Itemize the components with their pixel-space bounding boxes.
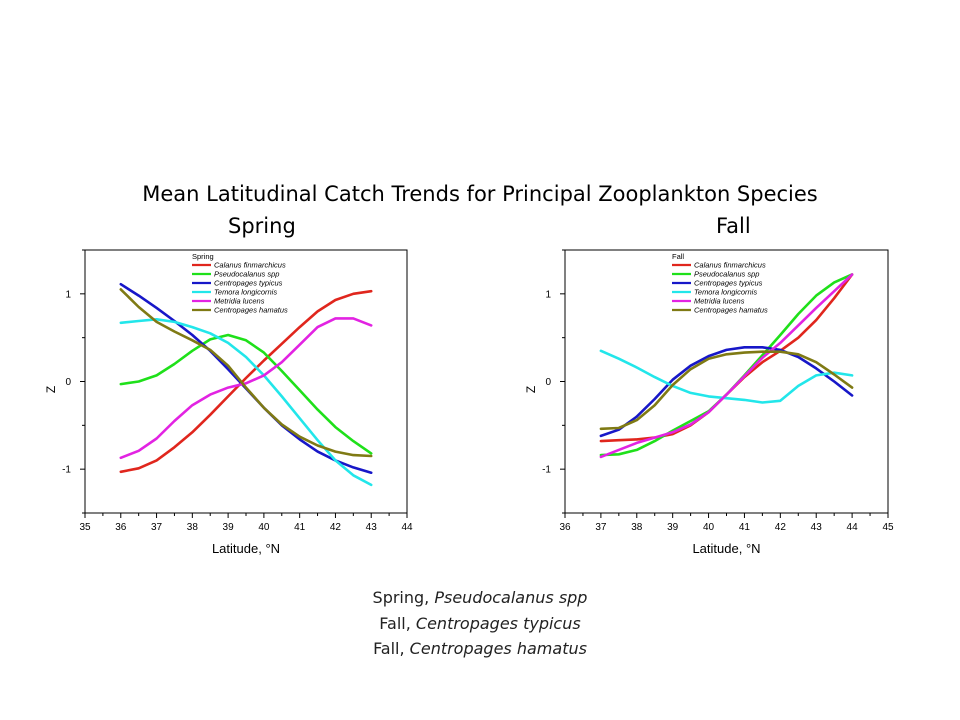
spring-series-line [119, 288, 373, 458]
spring-xtick-label: 44 [401, 522, 413, 533]
spring-ytick-label: 0 [65, 377, 71, 388]
caption-3-prefix: Fall, [373, 639, 410, 658]
spring-legend-label: Centropages hamatus [214, 306, 288, 315]
spring-series-line [119, 333, 373, 455]
fall-legend-label: Centropages typicus [694, 279, 763, 288]
spring-xtick-label: 40 [258, 522, 270, 533]
spring-xtick-label: 35 [79, 522, 91, 533]
fall-series-line [599, 350, 854, 431]
spring-ylabel: Z [44, 386, 58, 393]
fall-legend-label: Pseudocalanus spp [694, 270, 759, 279]
caption-2: Fall, Centropages typicus [0, 614, 960, 633]
spring-xtick-label: 43 [366, 522, 378, 533]
spring-legend-label: Pseudocalanus spp [214, 270, 279, 279]
fall-xtick-label: 42 [775, 522, 787, 533]
spring-legend-label: Temora longicornis [214, 288, 277, 297]
fall-legend-label: Calanus finmarchicus [694, 261, 766, 270]
spring-series-line [119, 317, 373, 487]
fall-xtick-label: 44 [847, 522, 859, 533]
caption-3-species: Centropages hamatus [409, 639, 587, 658]
fall-plot: 36 37 38 39 40 41 42 43 44 45 -1 0 1 Latitude, °N Z Fal… [524, 249, 894, 556]
spring-xtick-label: 39 [223, 522, 235, 533]
fall-xtick-label: 36 [559, 522, 571, 533]
spring-series-line [119, 317, 373, 460]
fall-xtick-label: 39 [667, 522, 679, 533]
fall-legend-title: Fall [672, 252, 684, 261]
fall-xtick-label: 40 [703, 522, 715, 533]
spring-xtick-label: 37 [151, 522, 163, 533]
caption-2-species: Centropages typicus [415, 614, 581, 633]
fall-series-line [599, 273, 854, 459]
spring-legend-label: Centropages typicus [214, 279, 283, 288]
caption-1: Spring, Pseudocalanus spp [0, 588, 960, 607]
fall-legend-label: Temora longicornis [694, 288, 757, 297]
fall-series-line [599, 345, 854, 438]
fall-panel-title: Fall [716, 214, 751, 238]
spring-ytick-label: -1 [62, 465, 71, 476]
spring-plot: 35 36 37 38 39 40 41 42 43 44 -1 0 1 Latitude, °N Z Spr… [44, 249, 413, 556]
fall-xtick-label: 43 [811, 522, 823, 533]
page-title: Mean Latitudinal Catch Trends for Princi… [142, 182, 818, 206]
fall-legend-label: Centropages hamatus [694, 306, 768, 315]
fall-xtick-label: 45 [882, 522, 894, 533]
spring-xtick-label: 42 [330, 522, 342, 533]
spring-series-line [119, 289, 373, 474]
fall-ytick-label: -1 [542, 465, 551, 476]
spring-xtick-label: 41 [294, 522, 306, 533]
caption-1-prefix: Spring, [372, 588, 435, 607]
fall-ylabel: Z [524, 386, 538, 393]
fall-xlabel: Latitude, °N [692, 541, 760, 556]
spring-xlabel: Latitude, °N [212, 541, 280, 556]
spring-xtick-label: 36 [115, 522, 127, 533]
spring-legend-label: Calanus finmarchicus [214, 261, 286, 270]
caption-2-prefix: Fall, [379, 614, 416, 633]
spring-panel-title: Spring [228, 214, 296, 238]
caption-3: Fall, Centropages hamatus [0, 639, 960, 658]
fall-xtick-label: 37 [595, 522, 607, 533]
caption-1-species: Pseudocalanus spp [434, 588, 588, 607]
fall-xtick-label: 41 [739, 522, 751, 533]
fall-ytick-label: 1 [545, 289, 551, 300]
fall-series-line [599, 349, 854, 404]
fall-ytick-label: 0 [545, 377, 551, 388]
spring-xtick-label: 38 [187, 522, 199, 533]
fall-legend-label: Metridia lucens [694, 297, 745, 306]
spring-legend-label: Metridia lucens [214, 297, 265, 306]
fall-xtick-label: 38 [631, 522, 643, 533]
spring-legend-title: Spring [192, 252, 214, 261]
spring-ytick-label: 1 [65, 289, 71, 300]
